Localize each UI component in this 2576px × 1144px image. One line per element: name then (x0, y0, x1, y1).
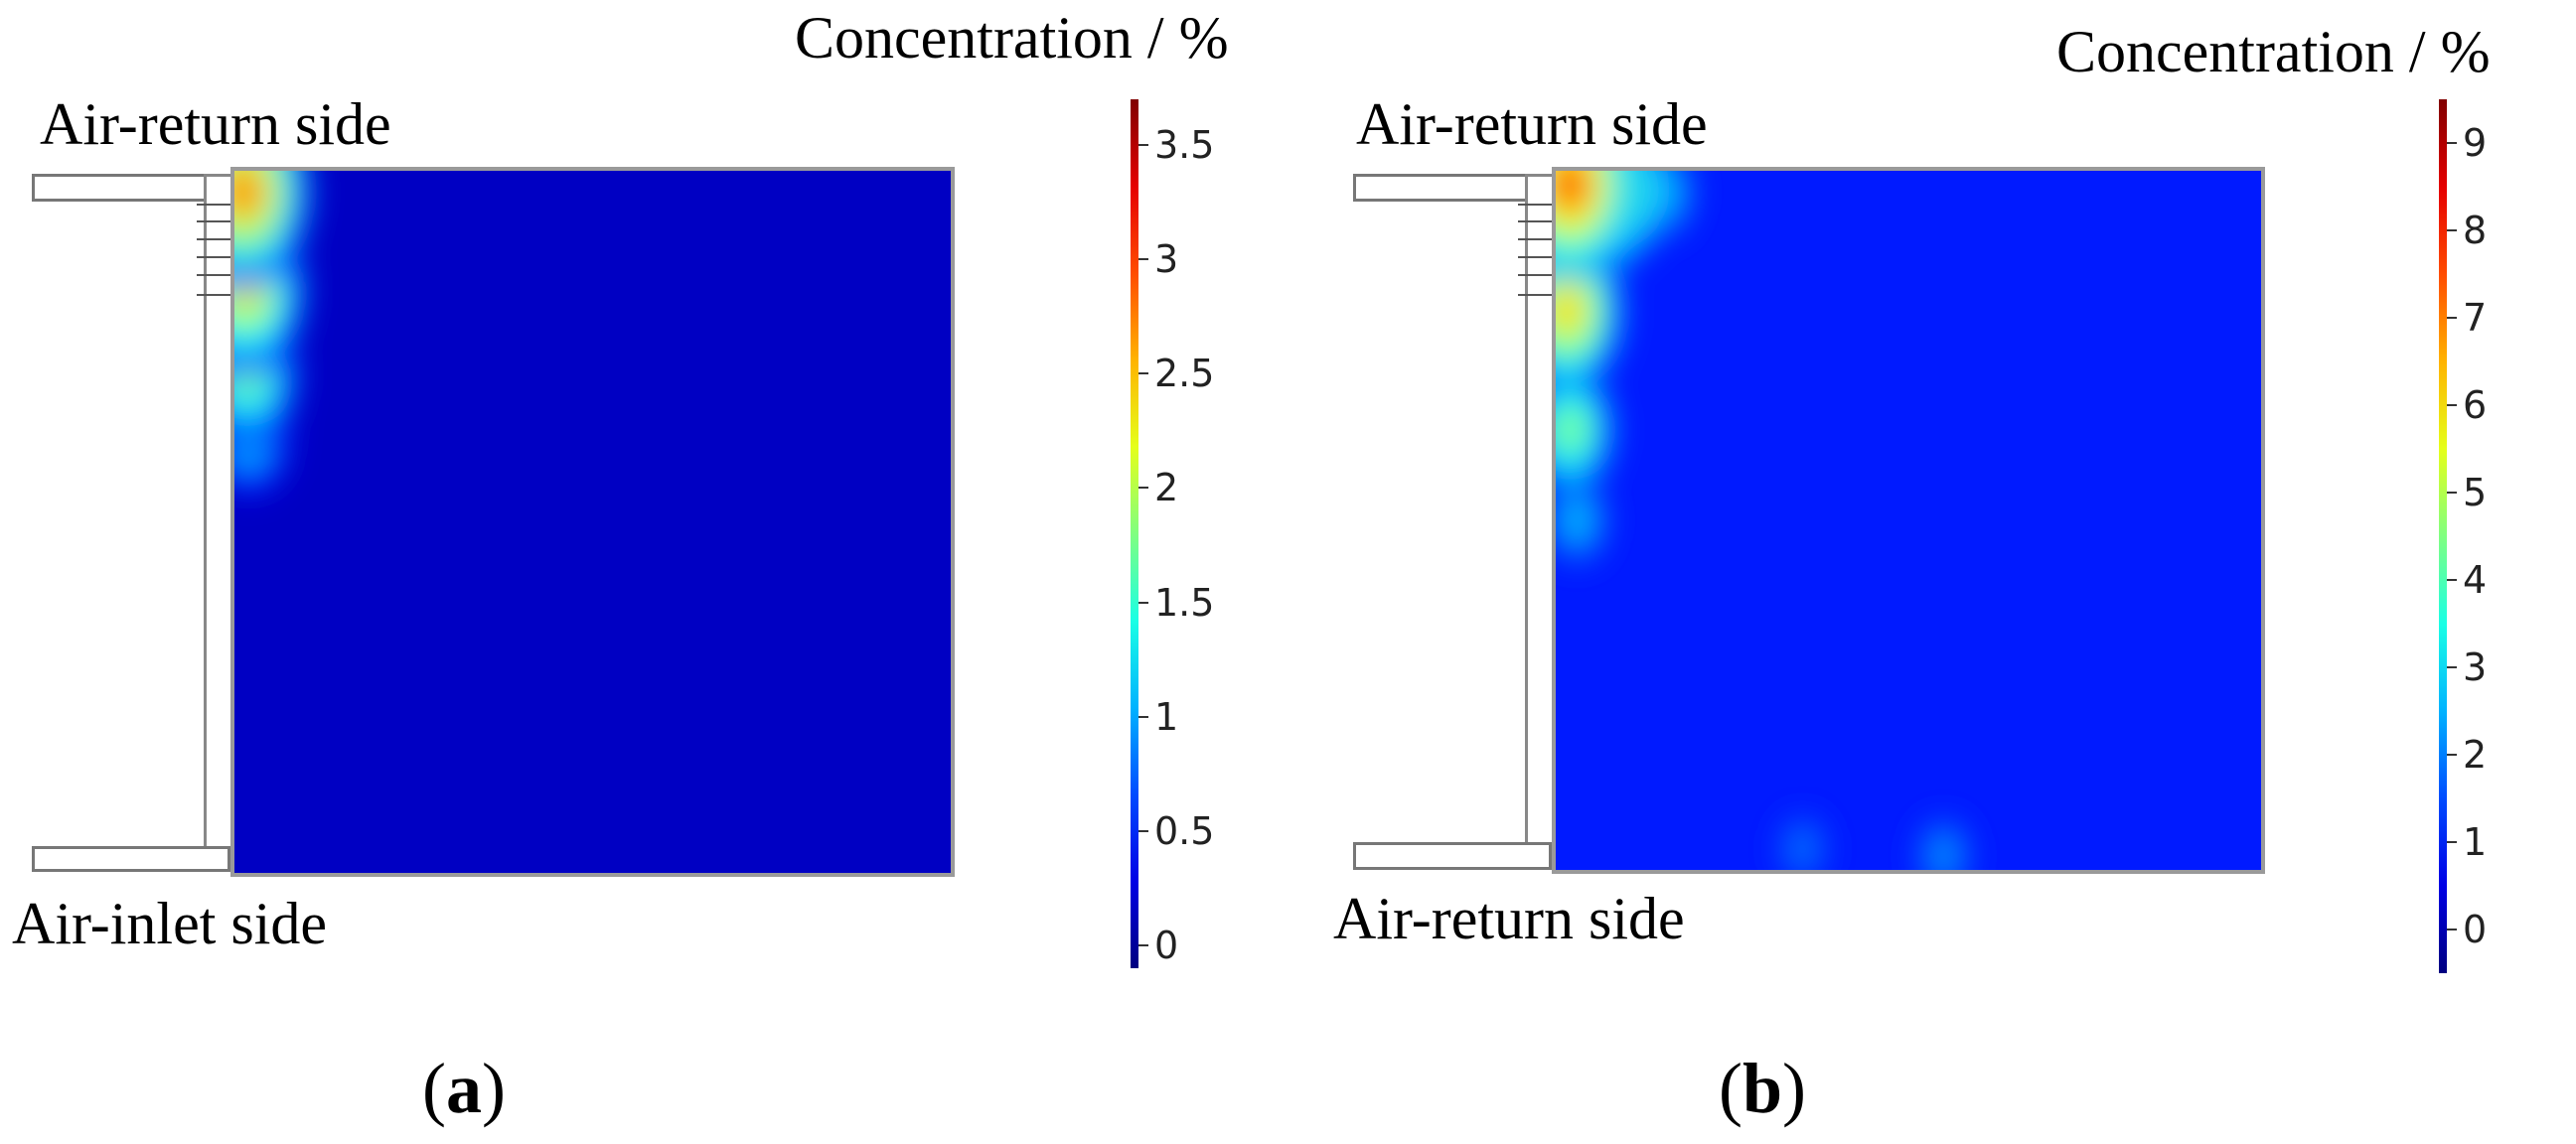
colorbar-tick-mark (2447, 841, 2457, 843)
vent-slat (1518, 238, 1552, 240)
vent-slat (197, 294, 230, 296)
colorbar-tick-mark (1138, 372, 1148, 375)
colorbar-tick-mark (2447, 579, 2457, 581)
colorbar-tick-label: 9 (2463, 121, 2488, 165)
colorbar-tick-label: 7 (2463, 296, 2488, 340)
label-top-left: Air-return side (40, 91, 391, 157)
colorbar-tick-label: 3 (1154, 237, 1179, 282)
colorbar-tick-label: 0 (2463, 908, 2488, 951)
colorbar-tick-mark (2447, 142, 2457, 144)
wall (1525, 174, 1555, 869)
heatmap-background (1556, 171, 2261, 870)
colorbar-tick-label: 3.5 (1154, 123, 1215, 168)
colorbar-tick-mark (2447, 666, 2457, 668)
heatmap-hotspot (1938, 849, 1949, 863)
panel-b: Concentration / % Air-return side Air-re… (1291, 0, 2576, 1144)
colorbar-tick-mark (2447, 492, 2457, 494)
label-bottom-left: Air-inlet side (12, 891, 328, 956)
colorbar-tick-mark (2447, 229, 2457, 231)
colorbar-tick-mark (1138, 487, 1148, 490)
vent-slat (197, 220, 230, 222)
panel-label: (b) (1719, 1049, 1807, 1128)
heatmap-plot (230, 167, 955, 877)
colorbar-tick-label: 1 (1154, 694, 1179, 739)
colorbar-tick-mark (1138, 258, 1148, 261)
colorbar-tick-label: 0 (1154, 923, 1179, 967)
colorbar-tick-mark (2447, 404, 2457, 406)
colorbar (2439, 99, 2447, 973)
heatmap-hotspot (234, 175, 255, 209)
label-bottom-left: Air-return side (1333, 886, 1685, 951)
vent-slat (1518, 256, 1552, 258)
colorbar-title: Concentration / % (2056, 19, 2491, 84)
colorbar-tick-label: 0.5 (1154, 808, 1215, 853)
vent-slat (1518, 220, 1552, 222)
colorbar-tick-mark (2447, 754, 2457, 756)
colorbar-tick-mark (2447, 317, 2457, 319)
duct-top (32, 174, 230, 202)
colorbar-tick-label: 2 (2463, 733, 2488, 777)
heatmap-plot (1552, 167, 2265, 874)
colorbar-tick-label: 8 (2463, 209, 2488, 252)
colorbar-tick-mark (1138, 829, 1148, 832)
panel-a: Concentration / % Air-return side Air-in… (12, 5, 1229, 1128)
heatmap-hotspot (1571, 512, 1583, 528)
heatmap-hotspot (1562, 418, 1578, 441)
colorbar-tick-label: 2 (1154, 466, 1179, 510)
duct-bottom (1353, 842, 1552, 870)
colorbar-title: Concentration / % (795, 5, 1229, 71)
colorbar-tick-label: 1.5 (1154, 580, 1215, 625)
heatmap-hotspot (1557, 297, 1577, 325)
colorbar-tick-mark (1138, 943, 1148, 946)
heatmap-background (234, 171, 951, 873)
vent-slat (197, 274, 230, 276)
colorbar-tick-label: 6 (2463, 383, 2488, 427)
vent-slat (1518, 294, 1552, 296)
colorbar-tick-mark (1138, 601, 1148, 604)
duct-bottom (32, 846, 230, 872)
vent-slat (1518, 204, 1552, 206)
colorbar-tick-label: 2.5 (1154, 352, 1215, 396)
heatmap-field (234, 171, 951, 873)
colorbar-tick-mark (2447, 929, 2457, 930)
duct-top (1353, 174, 1552, 202)
vent-slat (197, 204, 230, 206)
vent-slat (197, 256, 230, 258)
colorbar-tick-label: 5 (2463, 471, 2488, 514)
colorbar-tick-mark (1138, 715, 1148, 718)
vent-slat (197, 238, 230, 240)
colorbar-tick-label: 3 (2463, 645, 2488, 689)
colorbar-tick-label: 1 (2463, 820, 2488, 864)
colorbar (1131, 99, 1138, 968)
heatmap-hotspot (1798, 842, 1807, 856)
colorbar-tick-mark (1138, 144, 1148, 147)
heatmap-hotspot (1559, 171, 1582, 201)
label-top-left: Air-return side (1356, 91, 1708, 157)
panel-letter: a (445, 1049, 482, 1128)
vent-slat (1518, 274, 1552, 276)
panel-label: (a) (422, 1049, 506, 1128)
panel-letter: b (1742, 1049, 1783, 1128)
colorbar-tick-label: 4 (2463, 558, 2488, 602)
wall (204, 174, 233, 869)
heatmap-field (1556, 171, 2261, 870)
